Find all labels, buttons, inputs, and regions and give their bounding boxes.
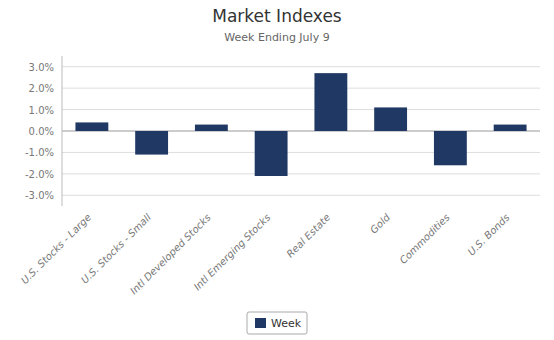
grid-line	[62, 88, 540, 89]
chart-container: Market Indexes Week Ending July 9 -3.0% -2.…	[0, 0, 554, 340]
x-tick-label: Gold	[368, 211, 392, 235]
y-axis-line	[62, 56, 63, 206]
title: Market Indexes	[212, 6, 342, 26]
legend-label: Week	[271, 317, 302, 330]
y-tick-label: -2.0%	[25, 169, 54, 180]
grid-line	[62, 109, 540, 110]
grid-line	[62, 131, 540, 132]
grid-line	[62, 66, 540, 67]
x-tick-label: Intl Emerging Stocks	[192, 212, 273, 293]
legend-frame	[247, 312, 307, 334]
y-tick-label: 2.0%	[29, 83, 54, 94]
bar	[255, 131, 288, 176]
legend: Week	[247, 312, 307, 334]
bar	[494, 125, 527, 131]
bar	[195, 125, 228, 131]
bar	[75, 122, 108, 131]
grid-line	[62, 152, 540, 153]
x-tick-label: U.S. Bonds	[466, 212, 512, 258]
background	[0, 0, 554, 340]
legend-swatch	[255, 318, 266, 328]
y-tick-label: 0.0%	[29, 126, 54, 137]
bar	[135, 131, 168, 155]
bar	[374, 107, 407, 131]
y-tick-label: 3.0%	[29, 62, 54, 73]
bar	[434, 131, 467, 165]
bar	[314, 73, 347, 131]
y-tick-label: -3.0%	[25, 190, 54, 201]
y-tick-label: -1.0%	[25, 147, 54, 158]
bars	[75, 73, 526, 176]
grid-line	[62, 195, 540, 196]
x-tick-label: Real Estate	[284, 212, 332, 260]
subtitle: Week Ending July 9	[224, 31, 329, 44]
x-tick-label: Commodities	[397, 212, 451, 266]
grid-line	[62, 173, 540, 174]
y-tick-label: 1.0%	[29, 105, 54, 116]
chart-svg: Market Indexes Week Ending July 9 -3.0% -2.…	[0, 0, 554, 340]
